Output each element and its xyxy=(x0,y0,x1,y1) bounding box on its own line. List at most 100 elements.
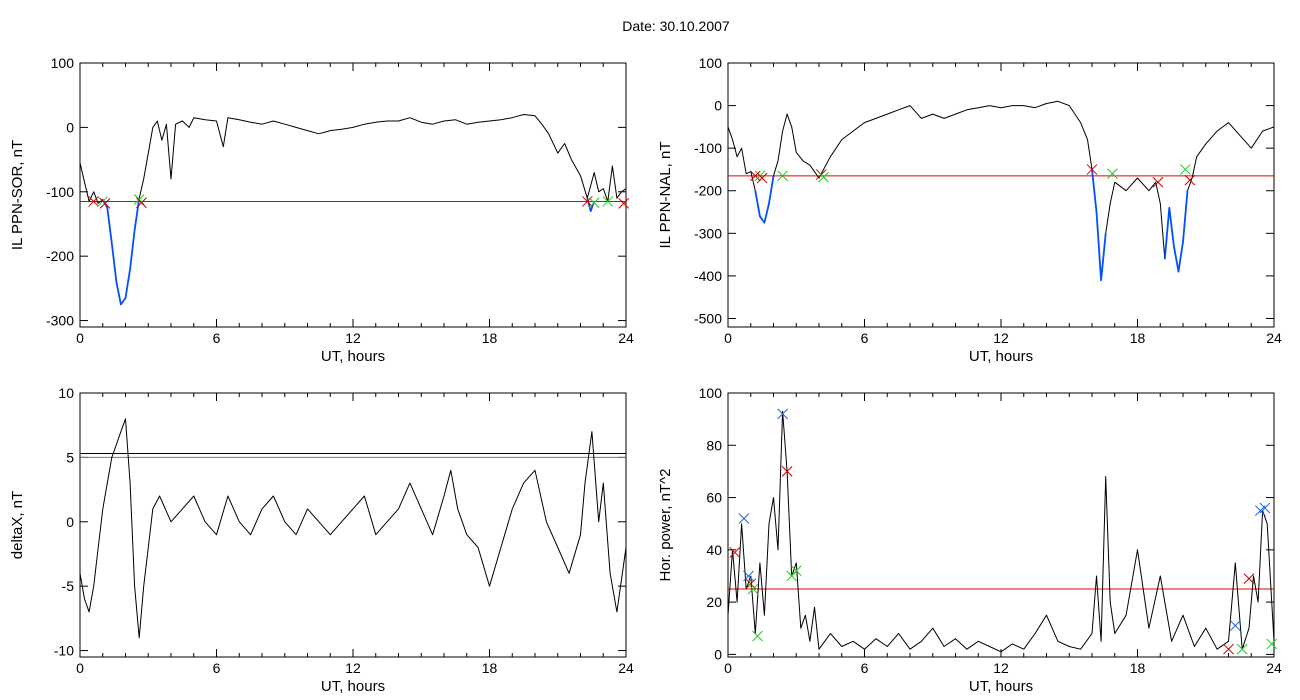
x-tick-label: 12 xyxy=(993,660,1009,676)
highlight-segment xyxy=(1091,169,1107,282)
marker-stroke xyxy=(743,570,754,582)
y-tick-label: 100 xyxy=(51,55,75,71)
event-marker xyxy=(1223,643,1234,655)
x-tick-label: 0 xyxy=(76,660,84,676)
x-tick-label: 18 xyxy=(1130,330,1146,346)
x-tick-label: 18 xyxy=(482,660,498,676)
y-tick-label: 40 xyxy=(706,542,722,558)
marker-stroke xyxy=(752,630,763,642)
x-tick-label: 0 xyxy=(76,330,84,346)
event-marker xyxy=(752,630,763,642)
series-line xyxy=(727,410,1275,653)
event-marker xyxy=(136,197,147,209)
marker-stroke xyxy=(1243,573,1255,584)
marker-stroke xyxy=(747,583,759,595)
y-tick-label: 60 xyxy=(706,490,722,506)
series-line xyxy=(79,418,627,639)
marker-stroke xyxy=(602,196,614,207)
y-axis-label: deltaX, nT xyxy=(9,491,26,559)
series-line xyxy=(79,114,627,305)
event-marker xyxy=(756,172,768,184)
y-tick-label: -10 xyxy=(54,643,74,659)
chart-panel-ppn-nal: 0 6 12 18 24 100 0 -100 -200 -300 -400 -500 UT, hour… xyxy=(657,55,1282,365)
event-marker xyxy=(745,578,757,590)
x-axis-label: UT, hours xyxy=(969,678,1033,695)
y-axis-label: IL PPN-NAL, nT xyxy=(657,142,674,249)
chart-panel-ppn-sor: 0 6 12 18 24 100 0 -100 -200 -300 UT, hours IL PPN-… xyxy=(9,55,634,365)
event-marker xyxy=(818,171,829,183)
x-tick-label: 18 xyxy=(482,330,498,346)
y-axis-label: IL PPN-SOR, nT xyxy=(9,140,26,250)
y-tick-label: -5 xyxy=(62,578,75,594)
plot-frame xyxy=(727,62,1275,328)
marker-stroke xyxy=(88,196,100,207)
x-tick-label: 6 xyxy=(861,330,869,346)
highlight-segment xyxy=(754,175,775,224)
y-tick-label: 100 xyxy=(699,55,723,71)
event-marker xyxy=(790,565,802,577)
event-marker xyxy=(581,196,593,207)
event-marker xyxy=(1236,643,1248,655)
event-marker xyxy=(738,513,750,524)
chart-panel-deltax: 0 6 12 18 24 10 5 0 -5 -10 UT, hours deltaX, nT xyxy=(9,385,634,695)
event-marker xyxy=(777,170,788,182)
event-marker xyxy=(729,547,741,558)
event-marker xyxy=(1179,164,1191,175)
event-marker xyxy=(1266,638,1278,650)
y-tick-label: -400 xyxy=(694,268,722,284)
y-tick-label: 5 xyxy=(66,449,74,465)
figure-title: Date: 30.10.2007 xyxy=(622,18,730,34)
x-tick-label: 24 xyxy=(1266,330,1282,346)
x-axis-label: UT, hours xyxy=(969,348,1033,365)
y-tick-label: 0 xyxy=(66,514,74,530)
marker-stroke xyxy=(1266,638,1278,650)
marker-stroke xyxy=(618,198,630,209)
marker-stroke xyxy=(136,197,147,209)
marker-stroke xyxy=(1152,176,1164,188)
marker-stroke xyxy=(790,565,802,577)
marker-stroke xyxy=(1107,168,1118,180)
y-tick-label: 100 xyxy=(699,385,723,401)
event-marker xyxy=(602,196,614,207)
event-marker xyxy=(1086,164,1098,175)
y-tick-label: 80 xyxy=(706,437,722,453)
marker-stroke xyxy=(1229,620,1241,631)
y-tick-label: -300 xyxy=(694,225,722,241)
event-marker xyxy=(588,197,600,209)
marker-stroke xyxy=(1259,502,1271,514)
y-tick-label: -100 xyxy=(46,184,74,200)
event-marker xyxy=(743,570,754,582)
event-marker xyxy=(777,408,788,420)
y-tick-label: 0 xyxy=(714,98,722,114)
y-tick-label: 10 xyxy=(58,385,74,401)
marker-stroke xyxy=(588,197,600,209)
event-marker xyxy=(133,194,145,205)
marker-stroke xyxy=(1236,643,1248,655)
highlight-segment xyxy=(102,198,141,306)
marker-stroke xyxy=(1184,174,1196,186)
event-marker xyxy=(618,198,630,209)
x-tick-label: 12 xyxy=(345,330,361,346)
x-tick-label: 24 xyxy=(618,330,634,346)
y-tick-label: 0 xyxy=(66,119,74,135)
marker-stroke xyxy=(99,198,111,209)
event-marker xyxy=(1259,502,1271,514)
x-tick-label: 0 xyxy=(724,330,732,346)
marker-stroke xyxy=(818,171,829,183)
event-marker xyxy=(1184,174,1196,186)
chart-panel-hor-power: 0 6 12 18 24 0 20 40 60 80 100 UT, hours Hor. power,… xyxy=(657,385,1282,695)
y-tick-label: 0 xyxy=(714,646,722,662)
marker-stroke xyxy=(738,513,750,524)
event-marker xyxy=(88,196,100,207)
y-tick-label: -200 xyxy=(694,183,722,199)
marker-stroke xyxy=(749,170,761,182)
event-marker xyxy=(747,583,759,595)
y-tick-label: -200 xyxy=(46,248,74,264)
x-tick-label: 6 xyxy=(861,660,869,676)
plot-frame xyxy=(79,392,627,658)
marker-stroke xyxy=(1086,164,1098,175)
x-axis-label: UT, hours xyxy=(321,678,385,695)
y-tick-label: -300 xyxy=(46,313,74,329)
x-tick-label: 12 xyxy=(345,660,361,676)
